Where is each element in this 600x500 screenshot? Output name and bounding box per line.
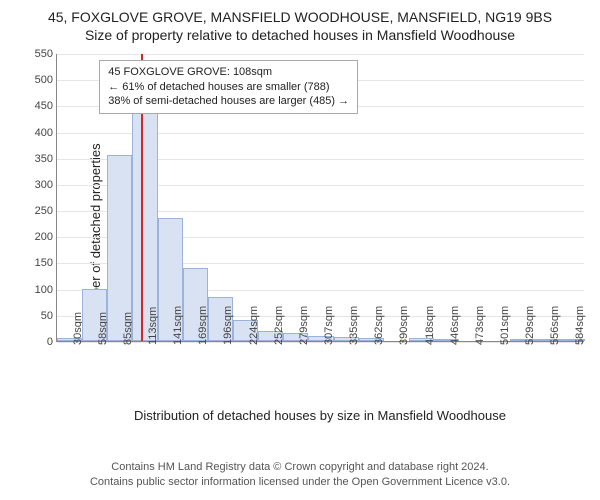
y-tick-label: 250 <box>35 205 57 217</box>
title-block: 45, FOXGLOVE GROVE, MANSFIELD WOODHOUSE,… <box>0 0 600 44</box>
y-tick-label: 300 <box>35 179 57 191</box>
plot-area: 05010015020025030035040045050055030sqm58… <box>56 54 584 342</box>
x-axis-label: Distribution of detached houses by size … <box>56 408 584 423</box>
y-tick-label: 100 <box>35 284 57 296</box>
page-title-line1: 45, FOXGLOVE GROVE, MANSFIELD WOODHOUSE,… <box>0 8 600 26</box>
annotation-line1: 45 FOXGLOVE GROVE: 108sqm <box>108 65 349 80</box>
y-tick-label: 500 <box>35 74 57 86</box>
y-tick-label: 150 <box>35 257 57 269</box>
x-tick-label: 446sqm <box>449 306 461 345</box>
y-tick-label: 50 <box>41 310 57 322</box>
copyright-line1: Contains HM Land Registry data © Crown c… <box>0 460 600 475</box>
copyright-block: Contains HM Land Registry data © Crown c… <box>0 460 600 490</box>
y-tick-label: 450 <box>35 100 57 112</box>
page-title-line2: Size of property relative to detached ho… <box>0 26 600 44</box>
annotation-line2: ← 61% of detached houses are smaller (78… <box>108 80 349 95</box>
gridline <box>57 54 584 55</box>
annotation-line3: 38% of semi-detached houses are larger (… <box>108 94 349 109</box>
y-tick-label: 200 <box>35 231 57 243</box>
x-tick-label: 473sqm <box>474 306 486 345</box>
y-tick-label: 400 <box>35 127 57 139</box>
annotation-box: 45 FOXGLOVE GROVE: 108sqm ← 61% of detac… <box>99 60 358 115</box>
chart-container: Number of detached properties 0501001502… <box>0 48 600 418</box>
x-tick-label: 584sqm <box>574 306 586 345</box>
x-tick-label: 362sqm <box>373 306 385 345</box>
y-tick-label: 0 <box>47 336 57 348</box>
y-tick-label: 350 <box>35 153 57 165</box>
copyright-line2: Contains public sector information licen… <box>0 475 600 490</box>
y-tick-label: 550 <box>35 48 57 60</box>
